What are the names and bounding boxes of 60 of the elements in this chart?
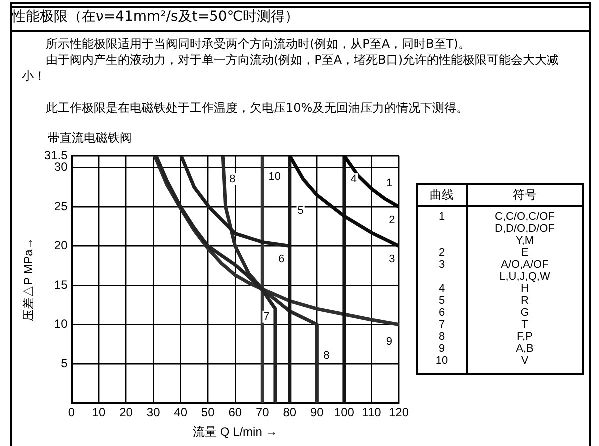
annotation: 10 (268, 171, 282, 184)
annotation: 2 (389, 214, 396, 226)
text: A,B (515, 343, 535, 355)
text: E (520, 247, 530, 259)
x-tick-label: 120 (388, 406, 410, 420)
text: 此工作极限是在电磁铁处于工作温度，欠电压10%及无回油压力的情况下测得。 (45, 100, 470, 116)
x-tick-label: 20 (120, 406, 134, 420)
annotation: 3 (389, 254, 396, 266)
text: 由于阀内产生的液动力，对于单一方向流动(例如，P至A，堵死B口)允许的性能极限可能会大大减小！ (22, 52, 560, 84)
annotation: 7 (264, 310, 270, 323)
text: 10 (417, 355, 467, 374)
chart-subtitle: 带直流电磁铁阀 (48, 130, 132, 147)
x-tick-label: 10 (92, 406, 106, 420)
chart-title: 性能极限（在ν=41mm²/s及t=50℃时测得） (12, 8, 300, 26)
x-tick-label: 30 (146, 406, 161, 420)
x-axis-title: 流量 Q L/min → (193, 425, 278, 440)
annotation: 4 (350, 174, 358, 186)
x-tick-label: 0 (68, 406, 76, 420)
text: H (520, 283, 530, 295)
annotation: 5 (298, 204, 304, 217)
y-tick-label: 20 (54, 238, 68, 253)
text: 所示性能极限适用于当阀同时承受两个方向流动时(例如，从P至A，同时B至T)。 (45, 36, 472, 52)
text: 符号 (467, 184, 583, 206)
annotation: 8 (230, 174, 236, 186)
x-tick-label: 90 (310, 406, 324, 420)
x-tick-label: 80 (283, 406, 297, 420)
x-tick-label: 110 (362, 406, 382, 420)
text: 3 (417, 259, 467, 283)
text: 5 (417, 295, 467, 307)
annotation: 1 (386, 178, 393, 190)
y-tick-label: 10 (54, 317, 68, 332)
annotation: 8 (324, 350, 330, 362)
text: 4 (417, 283, 467, 295)
text: F,P (516, 331, 534, 343)
text: 6 (417, 307, 467, 319)
text: 曲线 (417, 184, 467, 206)
x-tick-label: 100 (334, 406, 355, 420)
text: T (520, 319, 530, 331)
text: 9 (417, 343, 467, 355)
text: 7 (417, 319, 467, 331)
annotation: 6 (278, 254, 285, 266)
y-axis-title: 压差△P MPa→ (22, 238, 36, 322)
text: 1 (417, 206, 467, 247)
y-tick-label: 25 (54, 199, 68, 214)
text: R (520, 295, 530, 307)
y-tick-label: 15 (54, 278, 68, 292)
y-tick-label: 5 (61, 356, 68, 370)
text: 8 (417, 331, 467, 343)
y-tick-label: 30 (54, 160, 68, 174)
y-tick-label: 31.5 (44, 148, 68, 162)
x-tick-label: 50 (201, 406, 216, 420)
annotation: 9 (386, 336, 393, 348)
text: G (520, 307, 530, 319)
x-tick-label: 70 (256, 406, 270, 420)
x-tick-label: 40 (174, 406, 188, 420)
text: A/O,A/OF L,U,J,Q,W (498, 259, 552, 283)
text: 2 (417, 247, 467, 259)
text: C,C/O,C/OF D,D/O,D/OF Y,M (494, 210, 556, 247)
text: V (520, 355, 530, 369)
x-tick-label: 60 (228, 406, 242, 420)
